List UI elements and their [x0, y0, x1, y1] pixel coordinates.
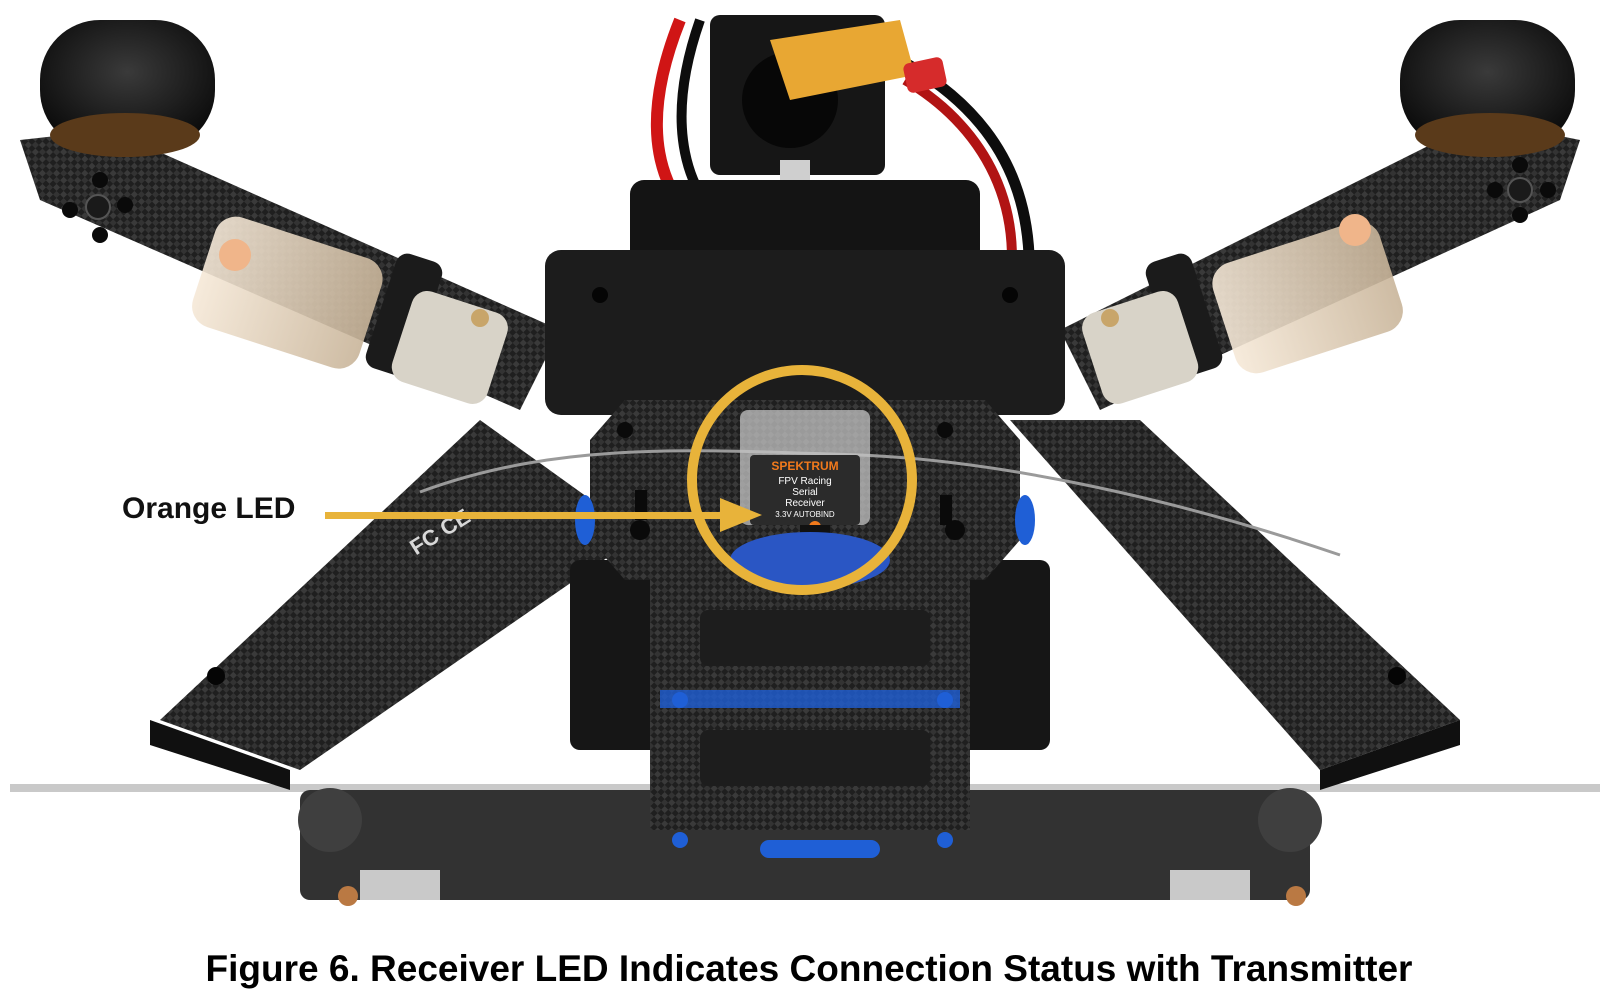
receiver-module: SPEKTRUM FPV Racing Serial Receiver 3.3V…	[730, 410, 890, 588]
drone-photo: FC CE SPEKTRUM FPV Racing Serial Receive…	[10, 15, 1600, 906]
receiver-line4: 3.3V AUTOBIND	[775, 510, 835, 519]
motor-front-left	[40, 20, 215, 243]
motor-front-right	[1400, 20, 1575, 223]
main-body	[545, 180, 1065, 858]
arm-led-module-right	[1082, 214, 1403, 404]
receiver-line2: Serial	[792, 487, 818, 498]
receiver-line3: Receiver	[785, 498, 825, 509]
receiver-brand: SPEKTRUM	[771, 459, 838, 473]
arm-led-module-left	[192, 216, 508, 404]
receiver-line1: FPV Racing	[778, 476, 831, 487]
arm-back-left	[150, 420, 640, 790]
arm-back-right	[1010, 420, 1460, 790]
callout-arrow	[325, 498, 762, 532]
led-highlight-circle	[687, 365, 917, 595]
figure-caption: Figure 6. Receiver LED Indicates Connect…	[205, 948, 1413, 989]
orange-led-label: Orange LED	[122, 492, 296, 525]
